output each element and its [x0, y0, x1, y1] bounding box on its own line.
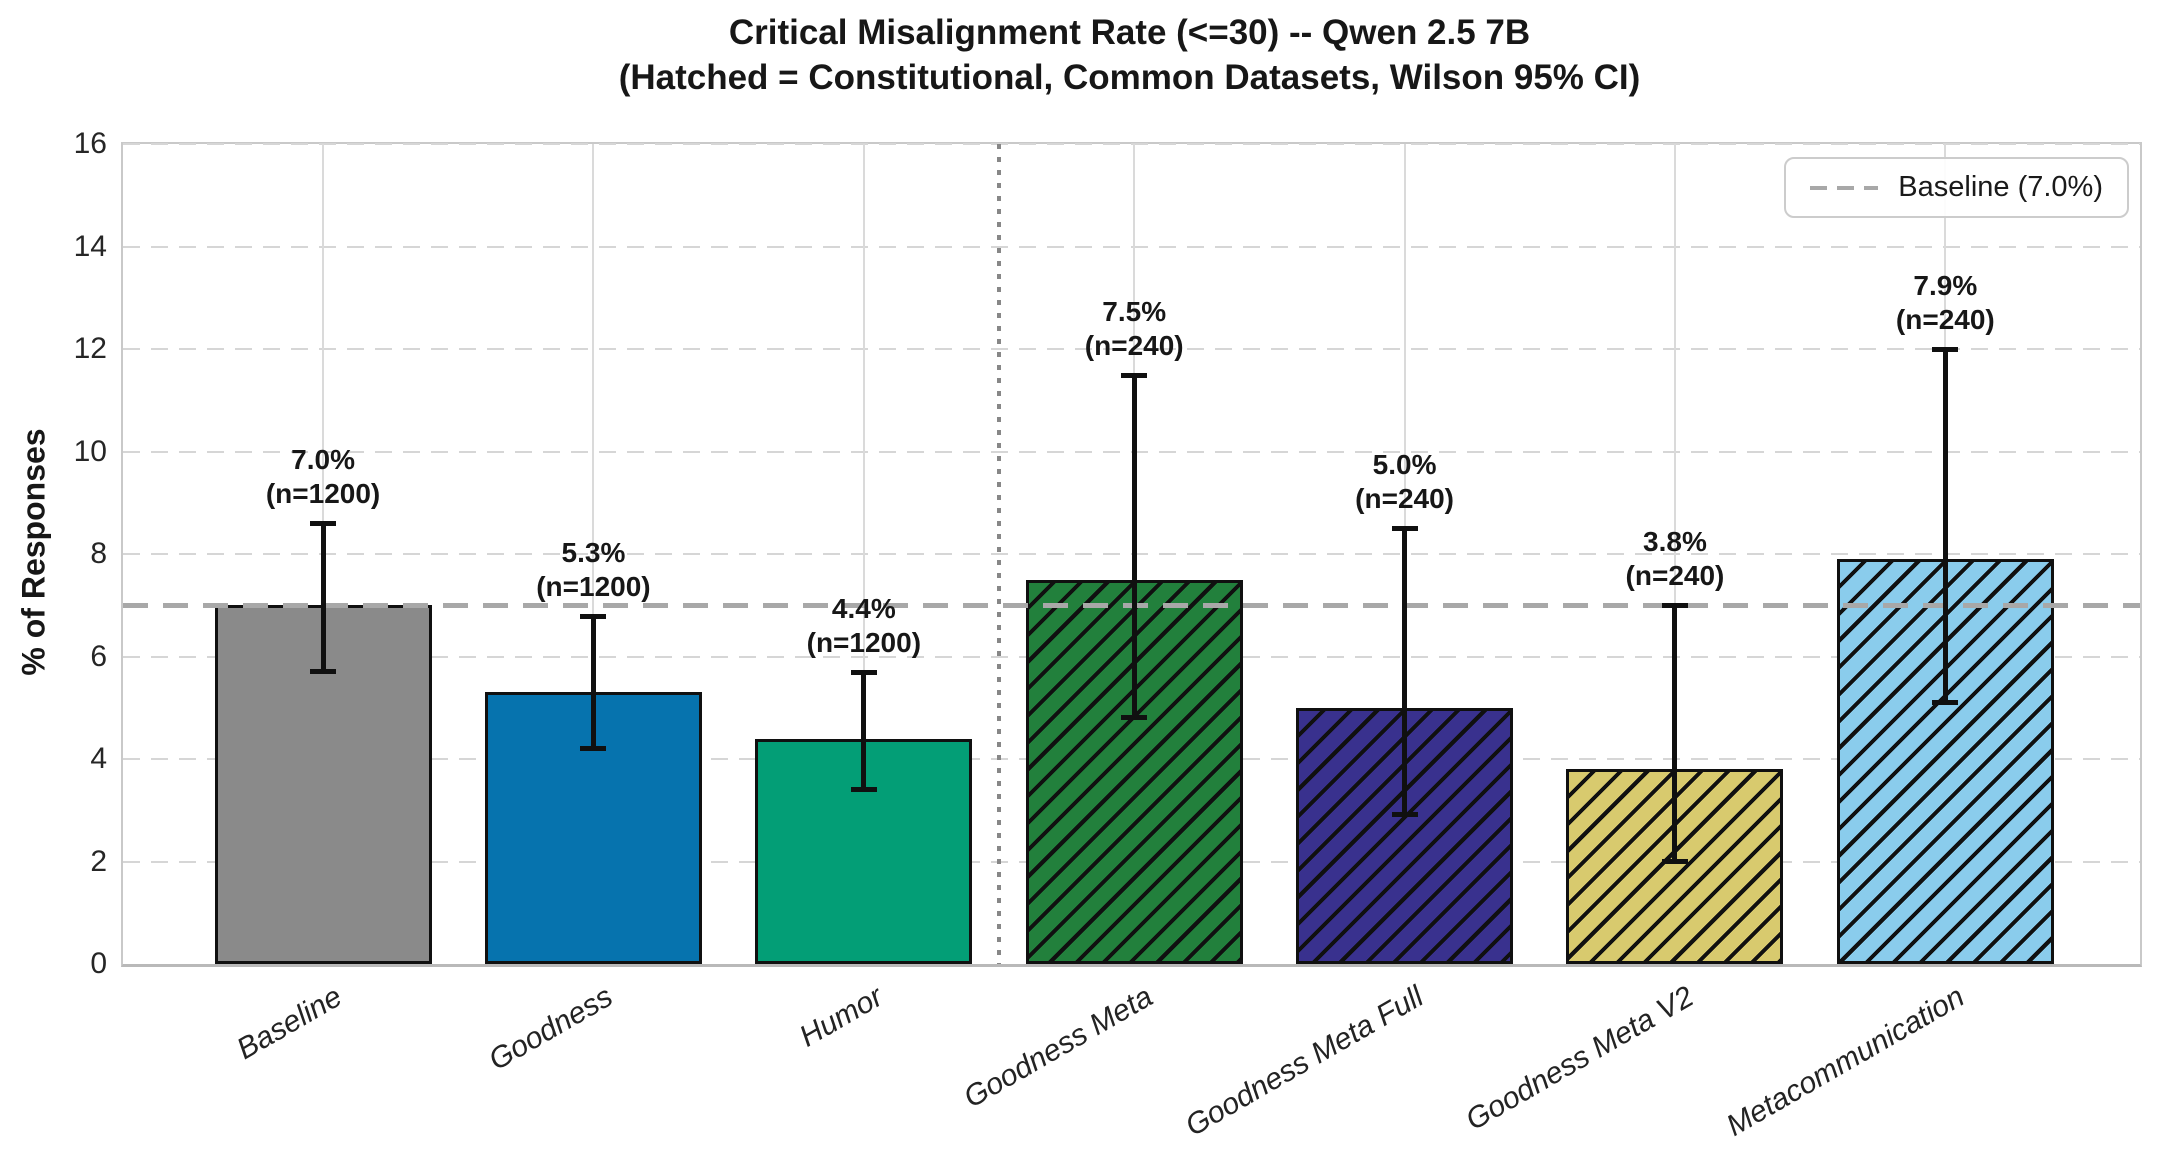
error-bar-cap-bottom — [850, 786, 877, 792]
x-tick-label: Baseline — [231, 980, 348, 1067]
error-bar-cap-top — [1661, 603, 1688, 609]
error-bar-cap-top — [1121, 372, 1148, 378]
x-tick-label: Goodness Meta Full — [1180, 980, 1430, 1143]
y-tick-label: 12 — [73, 332, 107, 365]
legend-box: Baseline (7.0%) — [1784, 157, 2129, 218]
y-tick-label: 10 — [73, 434, 107, 468]
bar-pct-label: 7.5% — [1102, 295, 1167, 327]
bar-n-label: (n=1200) — [806, 626, 922, 658]
bar-value-label: 4.4% (n=1200) — [807, 592, 921, 660]
error-bar — [861, 671, 867, 790]
error-bar-cap-bottom — [1661, 858, 1688, 864]
y-gridline — [123, 553, 2140, 555]
chart-title: Critical Misalignment Rate (<=30) -- Qwe… — [121, 10, 2138, 100]
bar-value-label: 5.3% (n=1200) — [536, 536, 650, 604]
y-tick-label: 4 — [90, 742, 107, 775]
chart-title-line2: (Hatched = Constitutional, Common Datase… — [618, 58, 1641, 97]
baseline-reference-line — [123, 603, 2140, 609]
bar-metacommunication — [1836, 559, 2054, 964]
x-gridline — [592, 144, 595, 964]
bar-value-label: 3.8% (n=240) — [1626, 525, 1725, 593]
y-tick-label: 14 — [73, 229, 107, 263]
y-tick-label: 6 — [90, 639, 107, 673]
x-tick-label: Metacommunication — [1720, 980, 1970, 1143]
bar-n-label: (n=1200) — [265, 478, 381, 510]
bar-n-label: (n=240) — [1355, 483, 1454, 515]
error-bar-cap-bottom — [580, 745, 607, 751]
bar-goodness-meta-v2 — [1566, 769, 1784, 964]
legend-dashed-line-icon — [1810, 185, 1879, 190]
x-tick-label: Goodness — [483, 980, 618, 1077]
error-bar-cap-top — [850, 669, 877, 675]
bar-pct-label: 7.0% — [291, 444, 355, 476]
x-gridline — [862, 144, 865, 964]
error-bar — [1402, 528, 1408, 816]
bar-pct-label: 5.0% — [1372, 449, 1437, 481]
error-bar — [1942, 349, 1948, 703]
error-bar — [320, 523, 326, 672]
y-axis-label: % of Responses — [15, 428, 52, 676]
y-gridline — [123, 143, 2140, 145]
error-bar — [1131, 374, 1137, 718]
x-gridline — [1673, 144, 1676, 964]
error-bar-cap-bottom — [1932, 699, 1959, 705]
error-bar — [1672, 605, 1678, 862]
legend-label: Baseline (7.0%) — [1898, 171, 2103, 203]
bar-pct-label: 3.8% — [1643, 526, 1707, 558]
x-tick-label: Goodness Meta — [958, 980, 1159, 1115]
error-bar — [590, 615, 596, 749]
error-bar-cap-bottom — [310, 668, 337, 674]
x-tick-label: Humor — [793, 980, 889, 1054]
plot-area: Baseline (7.0%) 0 2 4 6 8 10 12 14 16 7.0% (n=1200… — [74, 127, 2142, 1143]
y-gridline — [123, 450, 2140, 453]
bar-pct-label: 5.3% — [561, 536, 626, 568]
bar-value-label: 7.0% (n=1200) — [266, 443, 380, 511]
error-bar-cap-top — [580, 613, 607, 619]
bar-value-label: 5.0% (n=240) — [1355, 448, 1454, 516]
bar-n-label: (n=240) — [1084, 329, 1184, 361]
x-tick-label: Goodness Meta V2 — [1460, 980, 1700, 1137]
bar-pct-label: 4.4% — [831, 592, 896, 624]
bar-humor — [755, 738, 973, 964]
chart-title-line1: Critical Misalignment Rate (<=30) -- Qwe… — [728, 13, 1531, 52]
error-bar-cap-top — [1391, 526, 1418, 532]
error-bar-cap-bottom — [1121, 715, 1148, 720]
bar-n-label: (n=240) — [1625, 560, 1725, 592]
y-tick-label: 2 — [90, 844, 107, 878]
error-bar-cap-bottom — [1391, 812, 1418, 818]
y-gridline — [123, 348, 2140, 350]
y-tick-label: 8 — [90, 537, 107, 570]
y-tick-label: 16 — [73, 127, 107, 160]
bar-n-label: (n=240) — [1895, 304, 1995, 335]
bar-pct-label: 7.9% — [1913, 270, 1978, 301]
bar-value-label: 7.5% (n=240) — [1085, 295, 1184, 363]
error-bar-cap-top — [1932, 347, 1959, 352]
bar-value-label: 7.9% (n=240) — [1896, 269, 1995, 337]
y-tick-label: 0 — [90, 947, 107, 980]
error-bar-cap-top — [310, 521, 337, 527]
bar-n-label: (n=1200) — [536, 570, 651, 602]
group-separator-line — [997, 144, 1002, 964]
y-gridline — [123, 245, 2140, 248]
